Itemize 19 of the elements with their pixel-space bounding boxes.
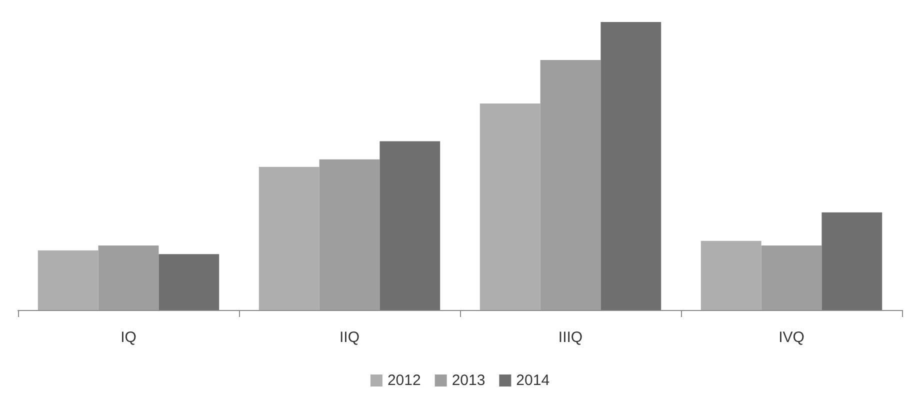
bar xyxy=(258,166,320,310)
bar xyxy=(319,159,380,310)
bar xyxy=(700,240,762,310)
bar xyxy=(600,22,662,310)
bar xyxy=(822,212,882,310)
x-tick-label: IIIQ xyxy=(558,329,583,346)
x-tick-label: IVQ xyxy=(778,329,804,346)
x-tick-label: IQ xyxy=(120,329,136,346)
x-tick-label: IIQ xyxy=(339,329,360,346)
bar xyxy=(380,141,440,310)
bar xyxy=(761,245,822,310)
legend-label: 2013 xyxy=(452,372,486,389)
bar xyxy=(480,104,540,310)
legend-label: 2014 xyxy=(516,372,550,389)
bar xyxy=(158,254,220,310)
bar xyxy=(38,250,98,310)
legend-label: 2012 xyxy=(387,372,421,389)
bar xyxy=(98,245,159,310)
bar xyxy=(540,60,601,310)
